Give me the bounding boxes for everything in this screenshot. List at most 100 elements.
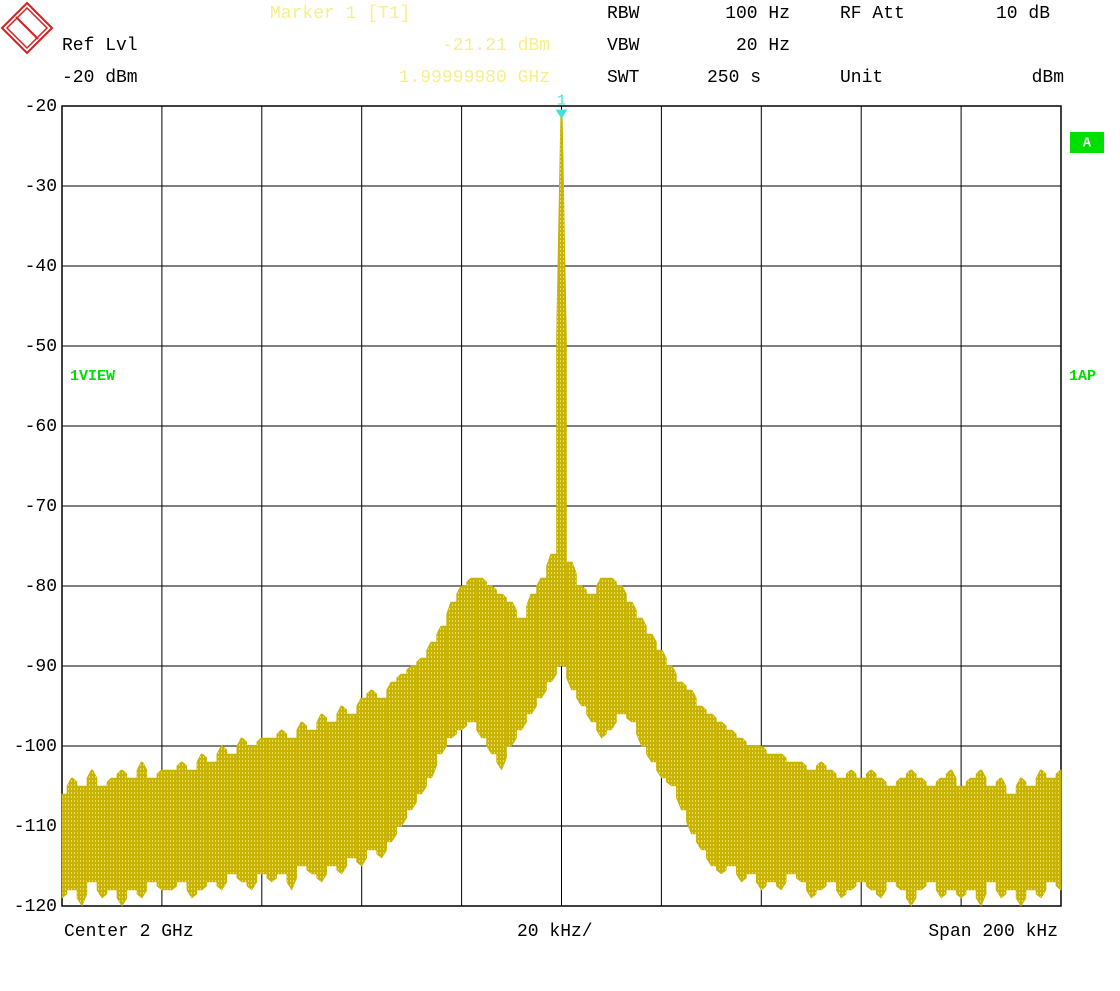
- y-tick-label: -80: [25, 577, 57, 597]
- trace-column: [536, 577, 547, 699]
- trace-column: [945, 769, 957, 891]
- trace-column: [266, 737, 278, 883]
- view-label: 1VIEW: [70, 368, 115, 385]
- trace-column: [716, 721, 727, 875]
- trace-column: [865, 769, 877, 891]
- trace-column: [805, 769, 817, 899]
- trace-column: [566, 561, 577, 691]
- trace-column: [166, 769, 178, 891]
- trace-column: [885, 785, 897, 883]
- detector-label: 1AP: [1069, 368, 1096, 385]
- trace-column: [656, 649, 667, 779]
- trace-column: [616, 585, 627, 715]
- y-tick-label: -60: [25, 417, 57, 437]
- trace-column: [546, 553, 557, 683]
- trace-column: [66, 777, 78, 891]
- trace-column: [746, 745, 757, 875]
- vbw-label: VBW: [607, 36, 640, 56]
- trace-column: [216, 745, 228, 891]
- trace-column: [386, 681, 397, 843]
- y-tick-label: -30: [25, 177, 57, 197]
- trace-column: [636, 617, 647, 747]
- trace-column: [1035, 769, 1047, 899]
- trace-column: [795, 761, 807, 883]
- trace-column: [526, 593, 537, 715]
- trace-label: A: [1083, 136, 1092, 152]
- trace-column: [1055, 769, 1062, 891]
- trace-column: [326, 721, 338, 867]
- y-tick-label: -110: [14, 817, 57, 837]
- trace-column: [895, 777, 907, 891]
- trace-column: [825, 769, 837, 883]
- trace-column: [306, 729, 318, 875]
- trace-column: [875, 777, 887, 899]
- swt-value: 250 s: [707, 68, 761, 88]
- span-label: Span 200 kHz: [928, 922, 1058, 942]
- rbw-label: RBW: [607, 4, 640, 24]
- trace-column: [376, 697, 387, 859]
- center-label: Center 2 GHz: [64, 922, 194, 942]
- trace-column: [396, 673, 407, 827]
- trace-column: [955, 785, 967, 899]
- y-tick-label: -40: [25, 257, 57, 277]
- swt-label: SWT: [607, 68, 640, 88]
- trace-column: [356, 697, 367, 867]
- trace-column: [286, 737, 298, 891]
- trace-column: [835, 777, 847, 899]
- trace-column: [256, 737, 268, 875]
- trace-badge: [1070, 132, 1104, 153]
- trace-column: [156, 769, 168, 891]
- trace-column: [476, 577, 487, 739]
- trace-column: [236, 737, 248, 883]
- marker-title: Marker 1 [T1]: [270, 4, 410, 24]
- trace-column: [576, 585, 587, 707]
- unit-label: Unit: [840, 68, 883, 88]
- trace-column: [126, 777, 138, 891]
- trace-column: [556, 115, 567, 667]
- trace-column: [96, 785, 108, 899]
- trace-column: [1015, 777, 1027, 907]
- trace-column: [696, 705, 707, 851]
- trace-column: [985, 785, 997, 883]
- trace-column: [486, 585, 497, 755]
- trace-column: [436, 625, 447, 755]
- trace-column: [666, 665, 677, 787]
- trace-column: [136, 761, 148, 899]
- trace-column: [965, 777, 977, 891]
- trace-column: [1005, 793, 1017, 891]
- trace-column: [855, 777, 867, 883]
- trace-column: [196, 753, 208, 891]
- trace-column: [366, 689, 377, 851]
- trace-column: [506, 601, 517, 747]
- trace-column: [925, 785, 937, 883]
- trace-column: [775, 753, 787, 891]
- trace-column: [316, 713, 328, 883]
- trace-column: [226, 753, 238, 875]
- trace-column: [346, 713, 358, 859]
- trace-column: [276, 729, 288, 875]
- trace-column: [496, 593, 507, 771]
- trace-column: [116, 769, 128, 907]
- trace-column: [456, 585, 467, 731]
- trace-column: [446, 601, 457, 739]
- trace-column: [406, 665, 417, 811]
- rfatt-value: 10 dB: [996, 4, 1050, 24]
- trace-column: [706, 713, 717, 867]
- marker-symbol: [555, 109, 568, 119]
- y-tick-label: -20: [25, 97, 57, 117]
- rbw-value: 100 Hz: [725, 4, 790, 24]
- trace-column: [815, 761, 827, 891]
- trace-column: [646, 633, 657, 763]
- trace-column: [845, 769, 857, 891]
- trace-column: [296, 721, 308, 867]
- trace-column: [915, 777, 927, 891]
- y-tick-label: -50: [25, 337, 57, 357]
- trace-column: [426, 641, 437, 779]
- div-label: 20 kHz/: [517, 922, 593, 942]
- trace-column: [736, 737, 747, 883]
- trace-column: [686, 689, 697, 835]
- trace-column: [516, 617, 527, 731]
- y-tick-label: -70: [25, 497, 57, 517]
- y-tick-label: -100: [14, 737, 57, 757]
